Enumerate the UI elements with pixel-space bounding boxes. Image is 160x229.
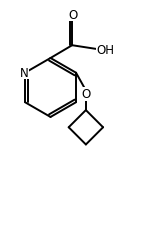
Text: O: O — [81, 88, 91, 101]
Text: OH: OH — [96, 44, 114, 56]
Text: N: N — [20, 66, 29, 79]
Text: O: O — [68, 9, 77, 22]
